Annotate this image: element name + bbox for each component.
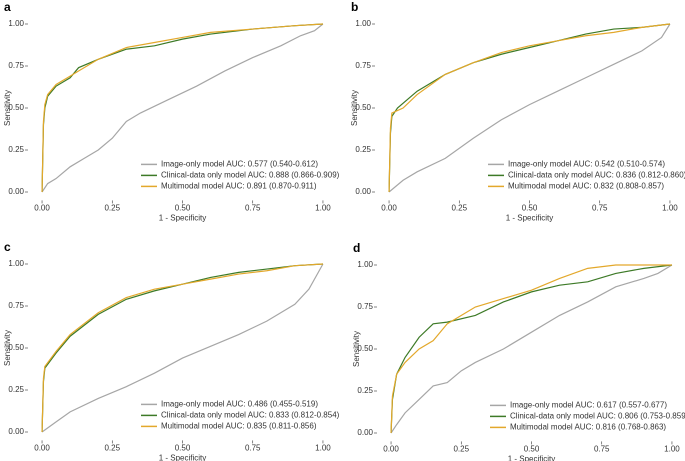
roc-curve — [41, 23, 323, 193]
roc-curve — [41, 263, 323, 433]
legend-label: Clinical-data only model AUC: 0.833 (0.8… — [161, 411, 340, 420]
roc-curve — [390, 264, 672, 434]
y-axis-title: Sensitivity — [3, 330, 12, 366]
x-axis-title: 1 - Specificity — [159, 214, 207, 223]
x-tick-label: 0.00 — [34, 204, 50, 213]
legend-label: Multimodal model AUC: 0.832 (0.808-0.857… — [508, 182, 664, 191]
x-tick-label: 1.00 — [664, 445, 680, 454]
y-tick-label: 1.00 — [8, 19, 24, 28]
y-tick-label: 1.00 — [357, 260, 373, 269]
y-tick-label: 0.75 — [8, 61, 24, 70]
y-tick-label: 0.00 — [8, 187, 24, 196]
y-tick-label: 0.25 — [357, 386, 373, 395]
x-tick-label: 0.75 — [245, 444, 261, 453]
y-tick-label: 0.50 — [355, 103, 371, 112]
roc-curve — [388, 23, 671, 193]
y-tick-label: 0.25 — [8, 145, 24, 154]
y-tick-label: 1.00 — [355, 19, 371, 28]
x-tick-label: 0.00 — [381, 204, 397, 213]
roc-curve — [41, 263, 323, 433]
legend-label: Multimodal model AUC: 0.835 (0.811-0.856… — [161, 422, 317, 431]
x-tick-label: 0.75 — [594, 445, 610, 454]
y-tick-label: 0.50 — [8, 103, 24, 112]
x-tick-label: 0.50 — [175, 444, 191, 453]
legend-label: Image-only model AUC: 0.486 (0.455-0.519… — [161, 400, 318, 409]
y-axis-title: Sensitivity — [3, 90, 12, 126]
y-axis-title: Sensitivity — [352, 331, 361, 367]
x-tick-label: 0.25 — [104, 204, 120, 213]
x-axis-title: 1 - Specificity — [508, 455, 556, 461]
y-tick-label: 0.25 — [355, 145, 371, 154]
legend-label: Clinical-data only model AUC: 0.888 (0.8… — [161, 171, 340, 180]
x-tick-label: 1.00 — [315, 204, 331, 213]
y-tick-label: 0.75 — [355, 61, 371, 70]
x-tick-label: 0.25 — [453, 445, 469, 454]
x-tick-label: 0.25 — [451, 204, 467, 213]
x-axis-title: 1 - Specificity — [506, 214, 554, 223]
y-tick-label: 0.00 — [355, 187, 371, 196]
roc-curve — [390, 264, 673, 434]
x-tick-label: 0.50 — [522, 204, 538, 213]
legend-label: Multimodal model AUC: 0.816 (0.768-0.863… — [510, 423, 666, 432]
roc-curve — [390, 264, 673, 434]
x-tick-label: 0.50 — [175, 204, 191, 213]
y-tick-label: 0.75 — [357, 302, 373, 311]
legend-label: Multimodal model AUC: 0.891 (0.870-0.911… — [161, 182, 317, 191]
y-tick-label: 1.00 — [8, 259, 24, 268]
x-tick-label: 0.00 — [34, 444, 50, 453]
panel-label: b — [351, 0, 358, 14]
x-tick-label: 0.25 — [104, 444, 120, 453]
x-tick-label: 0.50 — [524, 445, 540, 454]
x-tick-label: 1.00 — [662, 204, 678, 213]
roc-curve — [388, 23, 671, 193]
y-tick-label: 0.50 — [8, 343, 24, 352]
roc-curve — [41, 23, 324, 193]
panel-label: c — [4, 240, 11, 254]
x-tick-label: 1.00 — [315, 444, 331, 453]
y-tick-label: 0.00 — [357, 428, 373, 437]
legend-label: Clinical-data only model AUC: 0.806 (0.7… — [510, 412, 685, 421]
panel-label: a — [4, 0, 11, 14]
roc-curve — [388, 23, 671, 193]
x-tick-label: 0.75 — [592, 204, 608, 213]
y-tick-label: 0.75 — [8, 301, 24, 310]
y-tick-label: 0.25 — [8, 385, 24, 394]
x-tick-label: 0.75 — [245, 204, 261, 213]
y-tick-label: 0.00 — [8, 427, 24, 436]
legend-label: Image-only model AUC: 0.617 (0.557-0.677… — [510, 401, 667, 410]
legend-label: Image-only model AUC: 0.577 (0.540-0.612… — [161, 160, 318, 169]
panel-label: d — [353, 241, 360, 255]
y-axis-title: Sensitivity — [350, 90, 359, 126]
y-tick-label: 0.50 — [357, 344, 373, 353]
legend-label: Image-only model AUC: 0.542 (0.510-0.574… — [508, 160, 665, 169]
legend-label: Clinical-data only model AUC: 0.836 (0.8… — [508, 171, 685, 180]
roc-curve — [41, 263, 324, 433]
x-tick-label: 0.00 — [383, 445, 399, 454]
x-axis-title: 1 - Specificity — [159, 454, 207, 461]
